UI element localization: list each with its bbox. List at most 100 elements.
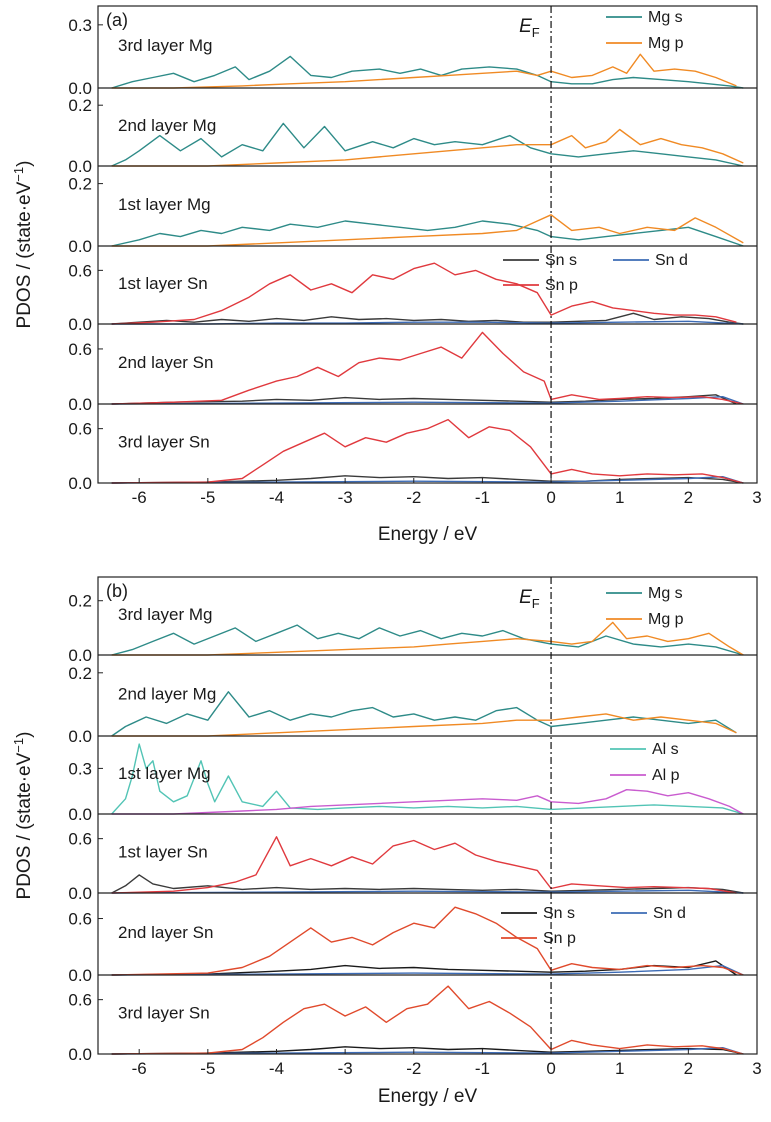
fermi-label: EF <box>519 16 540 40</box>
layer-label: 2nd layer Mg <box>118 116 216 135</box>
y-tick-label: 0.2 <box>68 175 92 194</box>
y-tick-label: 0.0 <box>68 79 92 98</box>
y-tick-label: 0.0 <box>68 157 92 176</box>
y-tick-label: 0.6 <box>68 340 92 359</box>
y-tick-label: 0.0 <box>68 727 92 746</box>
x-tick-label: 0 <box>546 488 555 507</box>
x-tick-label: 3 <box>752 1059 761 1078</box>
panel-label: (a) <box>106 10 128 30</box>
series-mg-p <box>111 53 737 89</box>
y-tick-label: 0.0 <box>68 395 92 414</box>
series-sn-p <box>111 262 737 325</box>
legend-entry: Sn s <box>543 905 575 922</box>
x-tick-label: 1 <box>615 1059 624 1078</box>
subplot-4: 0.0 0.6 1st layer Sn Sn s Sn d Sn p <box>68 245 757 334</box>
layer-label: 1st layer Mg <box>118 195 211 214</box>
x-tick-label: 3 <box>752 488 761 507</box>
series-al-p <box>111 789 744 815</box>
y-tick-label: 0.0 <box>68 646 92 665</box>
y-tick-label: 0.0 <box>68 966 92 985</box>
series-mg-p <box>111 713 737 737</box>
legend-entry: Mg s <box>648 9 683 26</box>
x-axis-title: Energy / eV <box>378 1086 478 1107</box>
series-mg-s <box>111 220 744 247</box>
plot-frame <box>97 5 758 484</box>
series-mg-p <box>111 621 744 656</box>
series-sn-p <box>111 836 737 894</box>
fermi-label: EF <box>519 587 540 611</box>
series-mg-p <box>111 214 744 247</box>
series-al-s <box>111 743 744 815</box>
y-tick-label: 0.6 <box>68 420 92 439</box>
series-sn-d <box>111 396 744 405</box>
x-tick-label: -3 <box>338 488 353 507</box>
subplot-5: 0.0 0.6 2nd layer Sn <box>68 323 757 414</box>
y-tick-label: 0.0 <box>68 1045 92 1064</box>
x-tick-label: 2 <box>684 1059 693 1078</box>
legend-entry: Al p <box>652 767 680 784</box>
y-tick-label: 0.0 <box>68 315 92 334</box>
legend-entry: Sn s <box>545 252 577 269</box>
subplot-6: 0.0 0.6 3rd layer Sn <box>68 974 757 1064</box>
series-sn-s <box>111 394 737 405</box>
y-tick-label: 0.6 <box>68 910 92 929</box>
x-tick-label: -1 <box>475 1059 490 1078</box>
y-tick-label: 0.0 <box>68 884 92 903</box>
layer-label: 1st layer Mg <box>118 764 211 783</box>
legend-entry: Mg s <box>648 585 683 602</box>
y-tick-label: 0.6 <box>68 991 92 1010</box>
x-axis-title: Energy / eV <box>378 524 478 545</box>
x-tick-label: 0 <box>546 1059 555 1078</box>
series-sn-d <box>111 964 744 976</box>
layer-label: 1st layer Sn <box>118 842 208 861</box>
subplot-1: 0.0 0.2 3rd layer Mg Mg s Mg p <box>68 585 744 665</box>
subplot-5: 0.0 0.6 2nd layer Sn Sn s Sn d Sn p <box>68 892 757 985</box>
x-tick-label: -5 <box>200 488 215 507</box>
panel-label: (b) <box>106 581 128 601</box>
legend-entry: Mg p <box>648 35 684 52</box>
layer-label: 2nd layer Sn <box>118 923 213 942</box>
x-tick-label: -4 <box>269 1059 284 1078</box>
x-tick-label: 2 <box>684 488 693 507</box>
series-mg-s <box>111 624 744 656</box>
legend-entry: Sn d <box>653 905 686 922</box>
layer-label: 2nd layer Sn <box>118 353 213 372</box>
x-tick-label: -4 <box>269 488 284 507</box>
y-tick-label: 0.2 <box>68 592 92 611</box>
legend-entry: Mg p <box>648 611 684 628</box>
layer-label: 3rd layer Mg <box>118 605 212 624</box>
series-sn-s <box>111 312 744 325</box>
x-tick-label: -1 <box>475 488 490 507</box>
series-sn-p <box>111 985 744 1055</box>
layer-label: 3rd layer Mg <box>118 36 212 55</box>
layer-label: 1st layer Sn <box>118 274 208 293</box>
x-tick-label: -5 <box>200 1059 215 1078</box>
series-sn-s <box>111 1046 744 1055</box>
series-sn-s <box>111 874 744 894</box>
x-tick-label: -6 <box>132 1059 147 1078</box>
layer-label: 3rd layer Sn <box>118 1003 210 1022</box>
series-mg-s <box>111 691 737 737</box>
subplot-3: 0.0 0.3 1st layer Mg Al s Al p <box>68 735 757 824</box>
series-sn-p <box>111 906 744 976</box>
series-mg-s <box>111 122 744 167</box>
legend-entry: Sn p <box>543 930 576 947</box>
subplot-3: 0.0 0.2 1st layer Mg <box>68 165 757 256</box>
y-tick-label: 0.2 <box>68 664 92 683</box>
layer-label: 2nd layer Mg <box>118 685 216 704</box>
y-tick-label: 0.0 <box>68 474 92 493</box>
y-tick-label: 0.6 <box>68 830 92 849</box>
plot-frame <box>97 576 758 1055</box>
x-tick-label: -3 <box>338 1059 353 1078</box>
subplot-2: 0.0 0.2 2nd layer Mg <box>68 654 757 746</box>
y-tick-label: 0.6 <box>68 261 92 280</box>
series-sn-s <box>111 475 744 484</box>
series-sn-p <box>111 331 744 405</box>
y-tick-label: 0.3 <box>68 759 92 778</box>
x-tick-label: -6 <box>132 488 147 507</box>
subplot-1: 0.0 0.3 3rd layer Mg Mg s Mg p <box>68 9 744 98</box>
x-tick-label: 1 <box>615 488 624 507</box>
y-tick-label: 0.2 <box>68 96 92 115</box>
layer-label: 3rd layer Sn <box>118 432 210 451</box>
